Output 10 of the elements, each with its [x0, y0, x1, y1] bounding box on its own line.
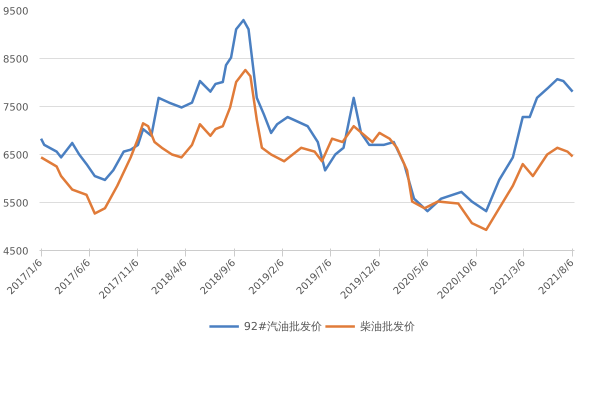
legend-label: 柴油批发价: [360, 318, 416, 334]
y-tick-label: 4500: [3, 246, 29, 258]
line-series: [40, 68, 574, 232]
y-tick-label: 6500: [3, 150, 29, 162]
y-tick-label: 8500: [3, 54, 29, 66]
legend-label: 92#汽油批发价: [244, 318, 322, 334]
y-tick-label: 5500: [3, 198, 29, 210]
y-tick-label: 9500: [3, 6, 29, 18]
y-tick-label: 7500: [3, 102, 29, 114]
line-series: [40, 18, 574, 212]
